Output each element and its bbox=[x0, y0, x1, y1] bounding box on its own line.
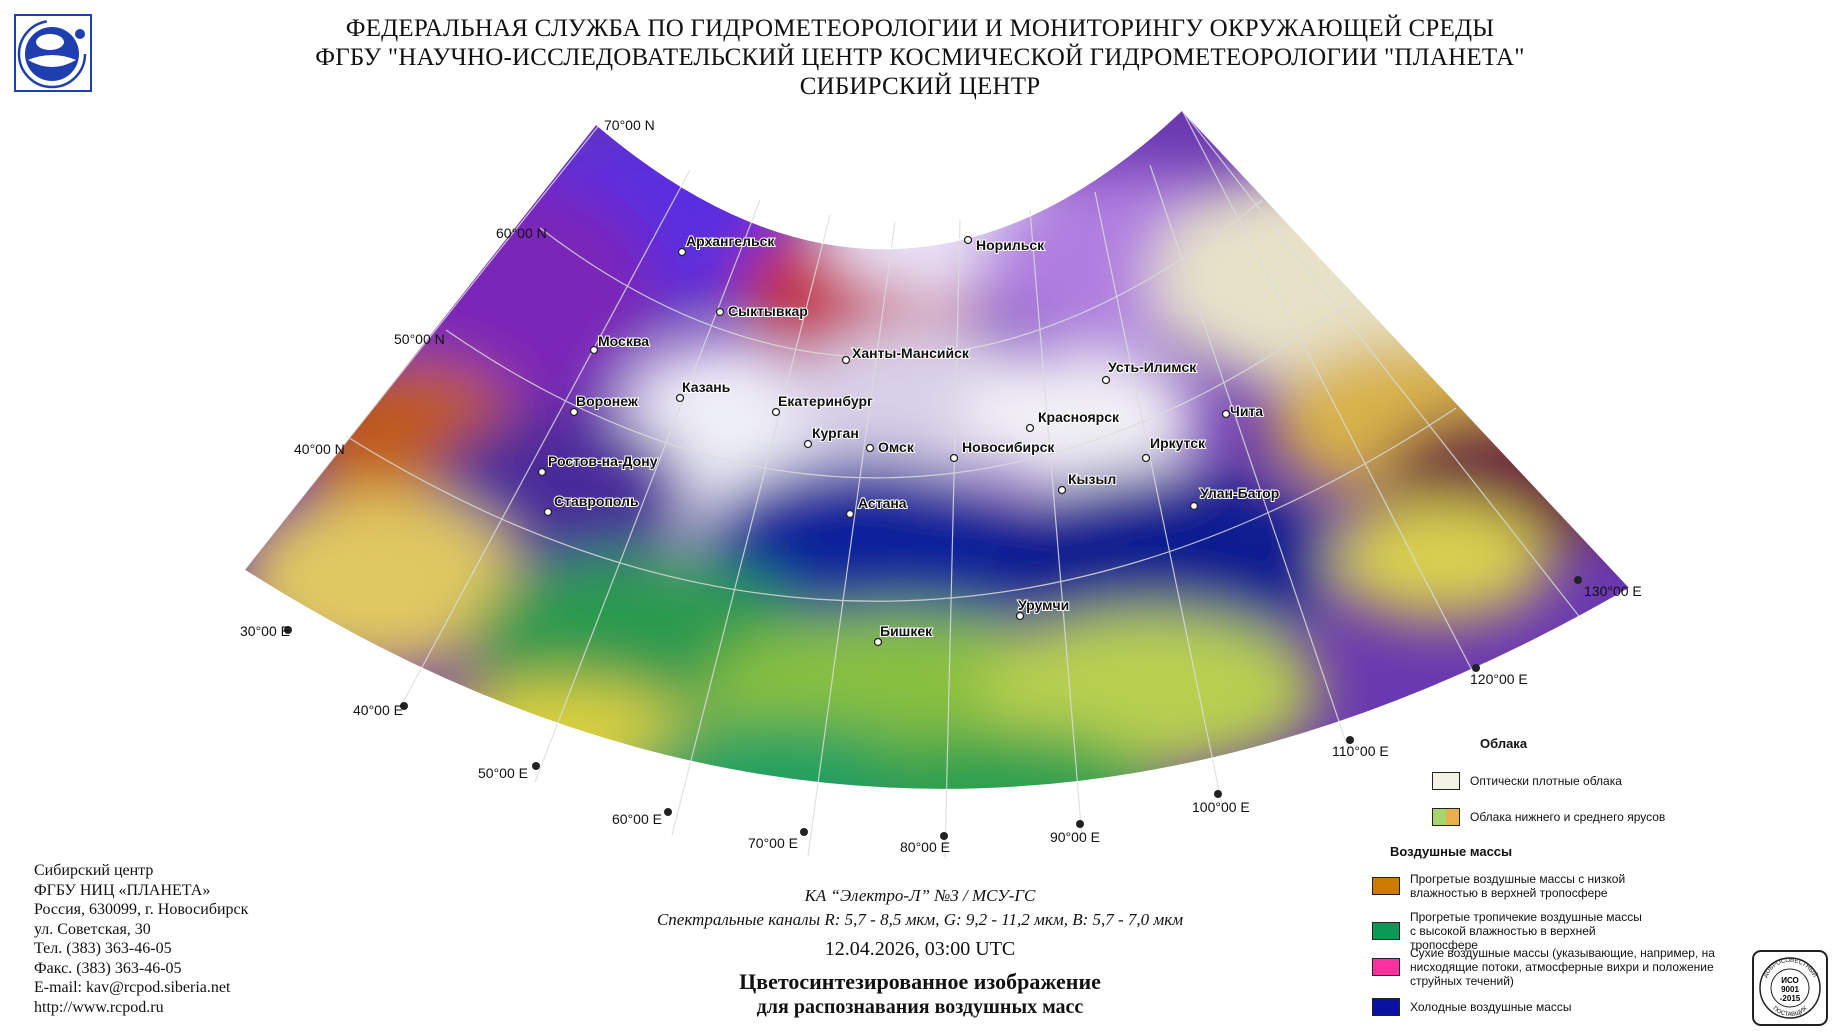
roshydromet-logo-icon bbox=[14, 14, 92, 92]
city-label: Сыктывкар bbox=[728, 303, 808, 319]
lon-label-100: 100°00 E bbox=[1192, 799, 1250, 815]
iso-certificate-badge: ДОБРОСОВЕСТНЫЙ ПОСТАВЩИК ИСО 9001 -2015 bbox=[1752, 950, 1828, 1026]
legend-swatch bbox=[1372, 922, 1400, 940]
city-label: Урумчи bbox=[1018, 597, 1069, 613]
city-label: Кызыл bbox=[1068, 471, 1116, 487]
legend-item-dense-clouds: Оптически плотные облака bbox=[1432, 772, 1832, 790]
lat-label-70: 70°00 N bbox=[604, 117, 655, 133]
lat-label-60: 60°00 N bbox=[496, 225, 547, 241]
map-frame bbox=[242, 110, 1632, 791]
lon-label-80: 80°00 E bbox=[900, 839, 950, 855]
header-line-1: ФЕДЕРАЛЬНАЯ СЛУЖБА ПО ГИДРОМЕТЕОРОЛОГИИ … bbox=[345, 15, 1495, 42]
contact-fax: Факс. (383) 363-46-05 bbox=[34, 959, 182, 977]
legend-swatch bbox=[1372, 958, 1400, 976]
caption-satellite: КА “Электро-Л” №3 / МСУ-ГС bbox=[804, 886, 1036, 905]
lat-label-50: 50°00 N bbox=[394, 331, 445, 347]
lon-label-110: 110°00 E bbox=[1332, 743, 1389, 759]
city-label: Москва bbox=[598, 333, 649, 349]
iso-number: 9001 bbox=[1781, 985, 1799, 994]
iso-text: ИСО bbox=[1781, 976, 1799, 985]
city-label: Архангельск bbox=[686, 233, 775, 249]
header-line-3: СИБИРСКИЙ ЦЕНТР bbox=[799, 73, 1041, 100]
lon-label-40: 40°00 E bbox=[353, 702, 403, 718]
satellite-image bbox=[244, 110, 1630, 790]
legend-clouds-title: Облака bbox=[1480, 736, 1528, 751]
legend-label: Сухие воздушные массы (указывающие, напр… bbox=[1410, 946, 1715, 988]
contact-phone: Тел. (383) 363-46-05 bbox=[34, 940, 172, 957]
contact-org: Сибирский центр bbox=[34, 862, 154, 879]
legend-label: Прогретые тропичекие воздушные массы с в… bbox=[1410, 910, 1642, 952]
image-caption: КА “Электро-Л” №3 / МСУ-ГС Спектральные … bbox=[520, 884, 1320, 1019]
contact-address2: ул. Советская, 30 bbox=[34, 920, 151, 938]
city-label: Ставрополь bbox=[554, 493, 639, 509]
legend-airmass-title: Воздушные массы bbox=[1390, 844, 1513, 859]
city-label: Улан-Батор bbox=[1200, 485, 1279, 501]
legend-label: Оптически плотные облака bbox=[1470, 774, 1622, 788]
lon-label-50: 50°00 E bbox=[478, 765, 528, 781]
legend-item-cold: Холодные воздушные массы bbox=[1372, 998, 1752, 1016]
lon-label-30: 30°00 E bbox=[240, 623, 290, 639]
city-label: Новосибирск bbox=[962, 439, 1055, 455]
city-label: Курган bbox=[812, 425, 859, 441]
city-label: Усть-Илимск bbox=[1108, 359, 1197, 375]
legend-item-warm-dry: Прогретые воздушные массы с низкой влажн… bbox=[1372, 872, 1752, 900]
city-markers bbox=[537, 235, 1231, 647]
contact-website-link[interactable]: http://www.rcpod.ru bbox=[34, 998, 164, 1016]
city-label: Бишкек bbox=[880, 623, 933, 639]
iso-year: -2015 bbox=[1780, 994, 1801, 1003]
lon-label-130: 130°00 E bbox=[1584, 583, 1642, 599]
lon-label-60: 60°00 E bbox=[612, 811, 662, 827]
lon-label-120: 120°00 E bbox=[1470, 671, 1528, 687]
city-label: Казань bbox=[682, 379, 731, 395]
caption-channels: Спектральные каналы R: 5,7 - 8,5 мкм, G:… bbox=[656, 910, 1184, 929]
city-label: Иркутск bbox=[1150, 435, 1206, 451]
legend-swatch bbox=[1432, 808, 1460, 826]
legend-swatch bbox=[1372, 877, 1400, 895]
contact-info: Сибирский центр ФГБУ НИЦ «ПЛАНЕТА» Росси… bbox=[34, 861, 354, 1017]
lon-label-90: 90°00 E bbox=[1050, 829, 1100, 845]
contact-email[interactable]: E-mail: kav@rcpod.siberia.net bbox=[34, 979, 231, 996]
city-label: Астана bbox=[858, 495, 907, 511]
header-line-2: ФГБУ "НАУЧНО-ИССЛЕДОВАТЕЛЬСКИЙ ЦЕНТР КОС… bbox=[315, 44, 1525, 71]
city-label: Ростов-на-Дону bbox=[548, 453, 658, 469]
city-label: Ханты-Мансийск bbox=[852, 345, 970, 361]
city-label: Норильск bbox=[976, 237, 1045, 253]
legend-item-warm-moist: Прогретые тропичекие воздушные массы с в… bbox=[1372, 910, 1752, 952]
city-label: Омск bbox=[878, 439, 915, 455]
city-label: Красноярск bbox=[1038, 409, 1120, 425]
satellite-airmass-map: 70°00 N 60°00 N 50°00 N 40°00 N 30°00 E … bbox=[240, 110, 1642, 859]
caption-title: Цветосинтезированное изображение bbox=[739, 969, 1101, 994]
legend-swatch bbox=[1372, 998, 1400, 1016]
legend-item-low-mid-clouds: Облака нижнего и среднего ярусов bbox=[1432, 808, 1832, 826]
lon-label-70: 70°00 E bbox=[748, 835, 798, 851]
caption-datetime: 12.04.2026, 03:00 UTC bbox=[824, 938, 1016, 960]
legend-item-dry: Сухие воздушные массы (указывающие, напр… bbox=[1372, 946, 1752, 988]
lat-label-40: 40°00 N bbox=[294, 441, 345, 457]
contact-address1: Россия, 630099, г. Новосибирск bbox=[34, 901, 249, 918]
city-label: Екатеринбург bbox=[778, 393, 873, 409]
caption-subtitle: для распознавания воздушных масс bbox=[756, 996, 1084, 1018]
legend-label: Прогретые воздушные массы с низкой влажн… bbox=[1410, 872, 1626, 900]
contact-org2: ФГБУ НИЦ «ПЛАНЕТА» bbox=[34, 881, 211, 899]
legend-swatch bbox=[1432, 772, 1460, 790]
city-label: Чита bbox=[1230, 403, 1263, 419]
legend-label: Холодные воздушные массы bbox=[1410, 1000, 1572, 1014]
city-label: Воронеж bbox=[576, 393, 639, 409]
legend-label: Облака нижнего и среднего ярусов bbox=[1470, 810, 1666, 824]
longitude-markers bbox=[284, 576, 1582, 840]
